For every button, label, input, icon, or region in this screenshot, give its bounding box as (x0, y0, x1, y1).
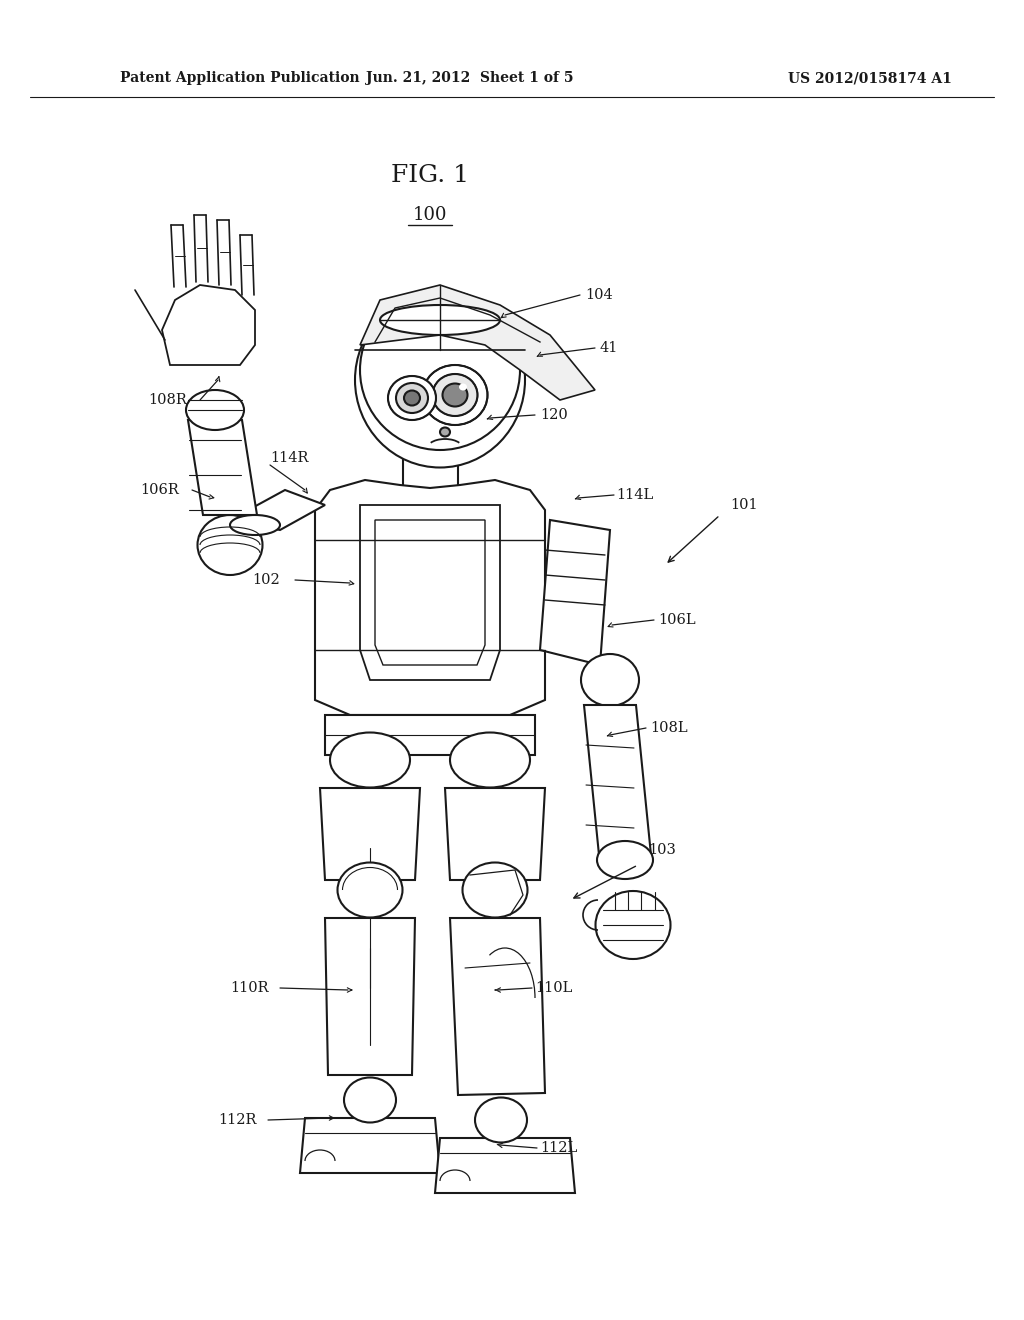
Polygon shape (445, 788, 545, 880)
Text: 112R: 112R (218, 1113, 256, 1127)
Ellipse shape (440, 428, 450, 437)
Text: 103: 103 (648, 843, 676, 857)
Text: 41: 41 (600, 341, 618, 355)
Text: 114R: 114R (270, 451, 308, 465)
Text: FIG. 1: FIG. 1 (391, 164, 469, 186)
Ellipse shape (380, 305, 500, 335)
Polygon shape (584, 705, 651, 855)
Ellipse shape (581, 653, 639, 706)
Ellipse shape (463, 862, 527, 917)
Polygon shape (319, 788, 420, 880)
Bar (325, 715, 535, 755)
Text: 112L: 112L (540, 1140, 578, 1155)
Polygon shape (360, 285, 595, 400)
Polygon shape (188, 420, 257, 515)
Text: 102: 102 (252, 573, 280, 587)
Text: 108R: 108R (148, 393, 186, 407)
Text: 106L: 106L (658, 612, 695, 627)
Ellipse shape (330, 733, 410, 788)
Polygon shape (450, 917, 545, 1096)
Ellipse shape (596, 891, 671, 960)
Polygon shape (435, 1138, 575, 1193)
Ellipse shape (230, 515, 280, 535)
Polygon shape (540, 520, 610, 665)
Text: Patent Application Publication: Patent Application Publication (120, 71, 359, 84)
Ellipse shape (404, 391, 420, 405)
Ellipse shape (396, 383, 428, 413)
Ellipse shape (388, 376, 436, 420)
Ellipse shape (432, 374, 477, 416)
Text: 108L: 108L (650, 721, 688, 735)
Text: 120: 120 (540, 408, 567, 422)
Text: 110R: 110R (230, 981, 268, 995)
Text: US 2012/0158174 A1: US 2012/0158174 A1 (788, 71, 952, 84)
Polygon shape (360, 506, 500, 680)
Bar (403, 457, 458, 490)
Ellipse shape (360, 290, 520, 450)
Polygon shape (375, 520, 485, 665)
Ellipse shape (597, 841, 653, 879)
Ellipse shape (450, 733, 530, 788)
Ellipse shape (198, 515, 262, 576)
Text: 100: 100 (413, 206, 447, 224)
Text: 106R: 106R (140, 483, 179, 498)
Ellipse shape (338, 862, 402, 917)
Ellipse shape (475, 1097, 527, 1143)
Polygon shape (325, 917, 415, 1074)
Polygon shape (315, 480, 545, 715)
Text: 110L: 110L (535, 981, 572, 995)
Text: 114L: 114L (616, 488, 653, 502)
Ellipse shape (355, 293, 525, 467)
Text: 104: 104 (585, 288, 612, 302)
Text: 101: 101 (730, 498, 758, 512)
Ellipse shape (186, 389, 244, 430)
Polygon shape (162, 285, 255, 366)
Ellipse shape (344, 1077, 396, 1122)
Ellipse shape (423, 366, 487, 425)
Polygon shape (300, 1118, 440, 1173)
Ellipse shape (442, 384, 468, 407)
Text: Jun. 21, 2012  Sheet 1 of 5: Jun. 21, 2012 Sheet 1 of 5 (367, 71, 573, 84)
Ellipse shape (459, 384, 467, 391)
Polygon shape (230, 490, 325, 531)
